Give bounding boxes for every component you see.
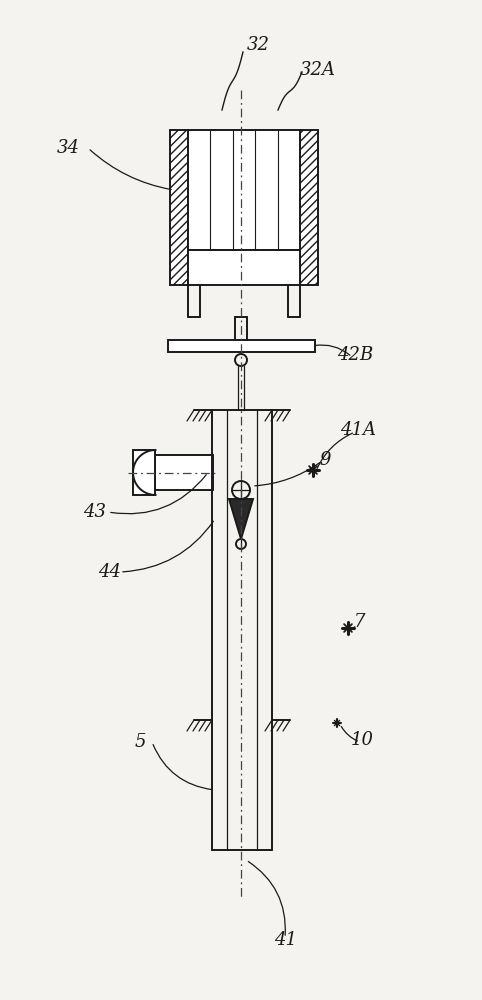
Polygon shape	[300, 130, 318, 285]
Polygon shape	[229, 499, 253, 539]
Text: 41: 41	[275, 931, 297, 949]
Text: 42B: 42B	[337, 346, 373, 364]
Polygon shape	[155, 455, 213, 490]
Text: 43: 43	[83, 503, 107, 521]
Polygon shape	[133, 450, 155, 495]
Polygon shape	[170, 130, 188, 285]
Text: 5: 5	[134, 733, 146, 751]
Text: 9: 9	[319, 451, 331, 469]
Polygon shape	[188, 130, 300, 250]
Text: 10: 10	[350, 731, 374, 749]
Text: 44: 44	[98, 563, 121, 581]
Text: 41A: 41A	[340, 421, 376, 439]
Text: 32A: 32A	[300, 61, 336, 79]
Polygon shape	[188, 250, 300, 285]
Polygon shape	[168, 340, 315, 352]
Text: 7: 7	[354, 613, 366, 631]
Text: 34: 34	[56, 139, 80, 157]
Text: 32: 32	[246, 36, 269, 54]
